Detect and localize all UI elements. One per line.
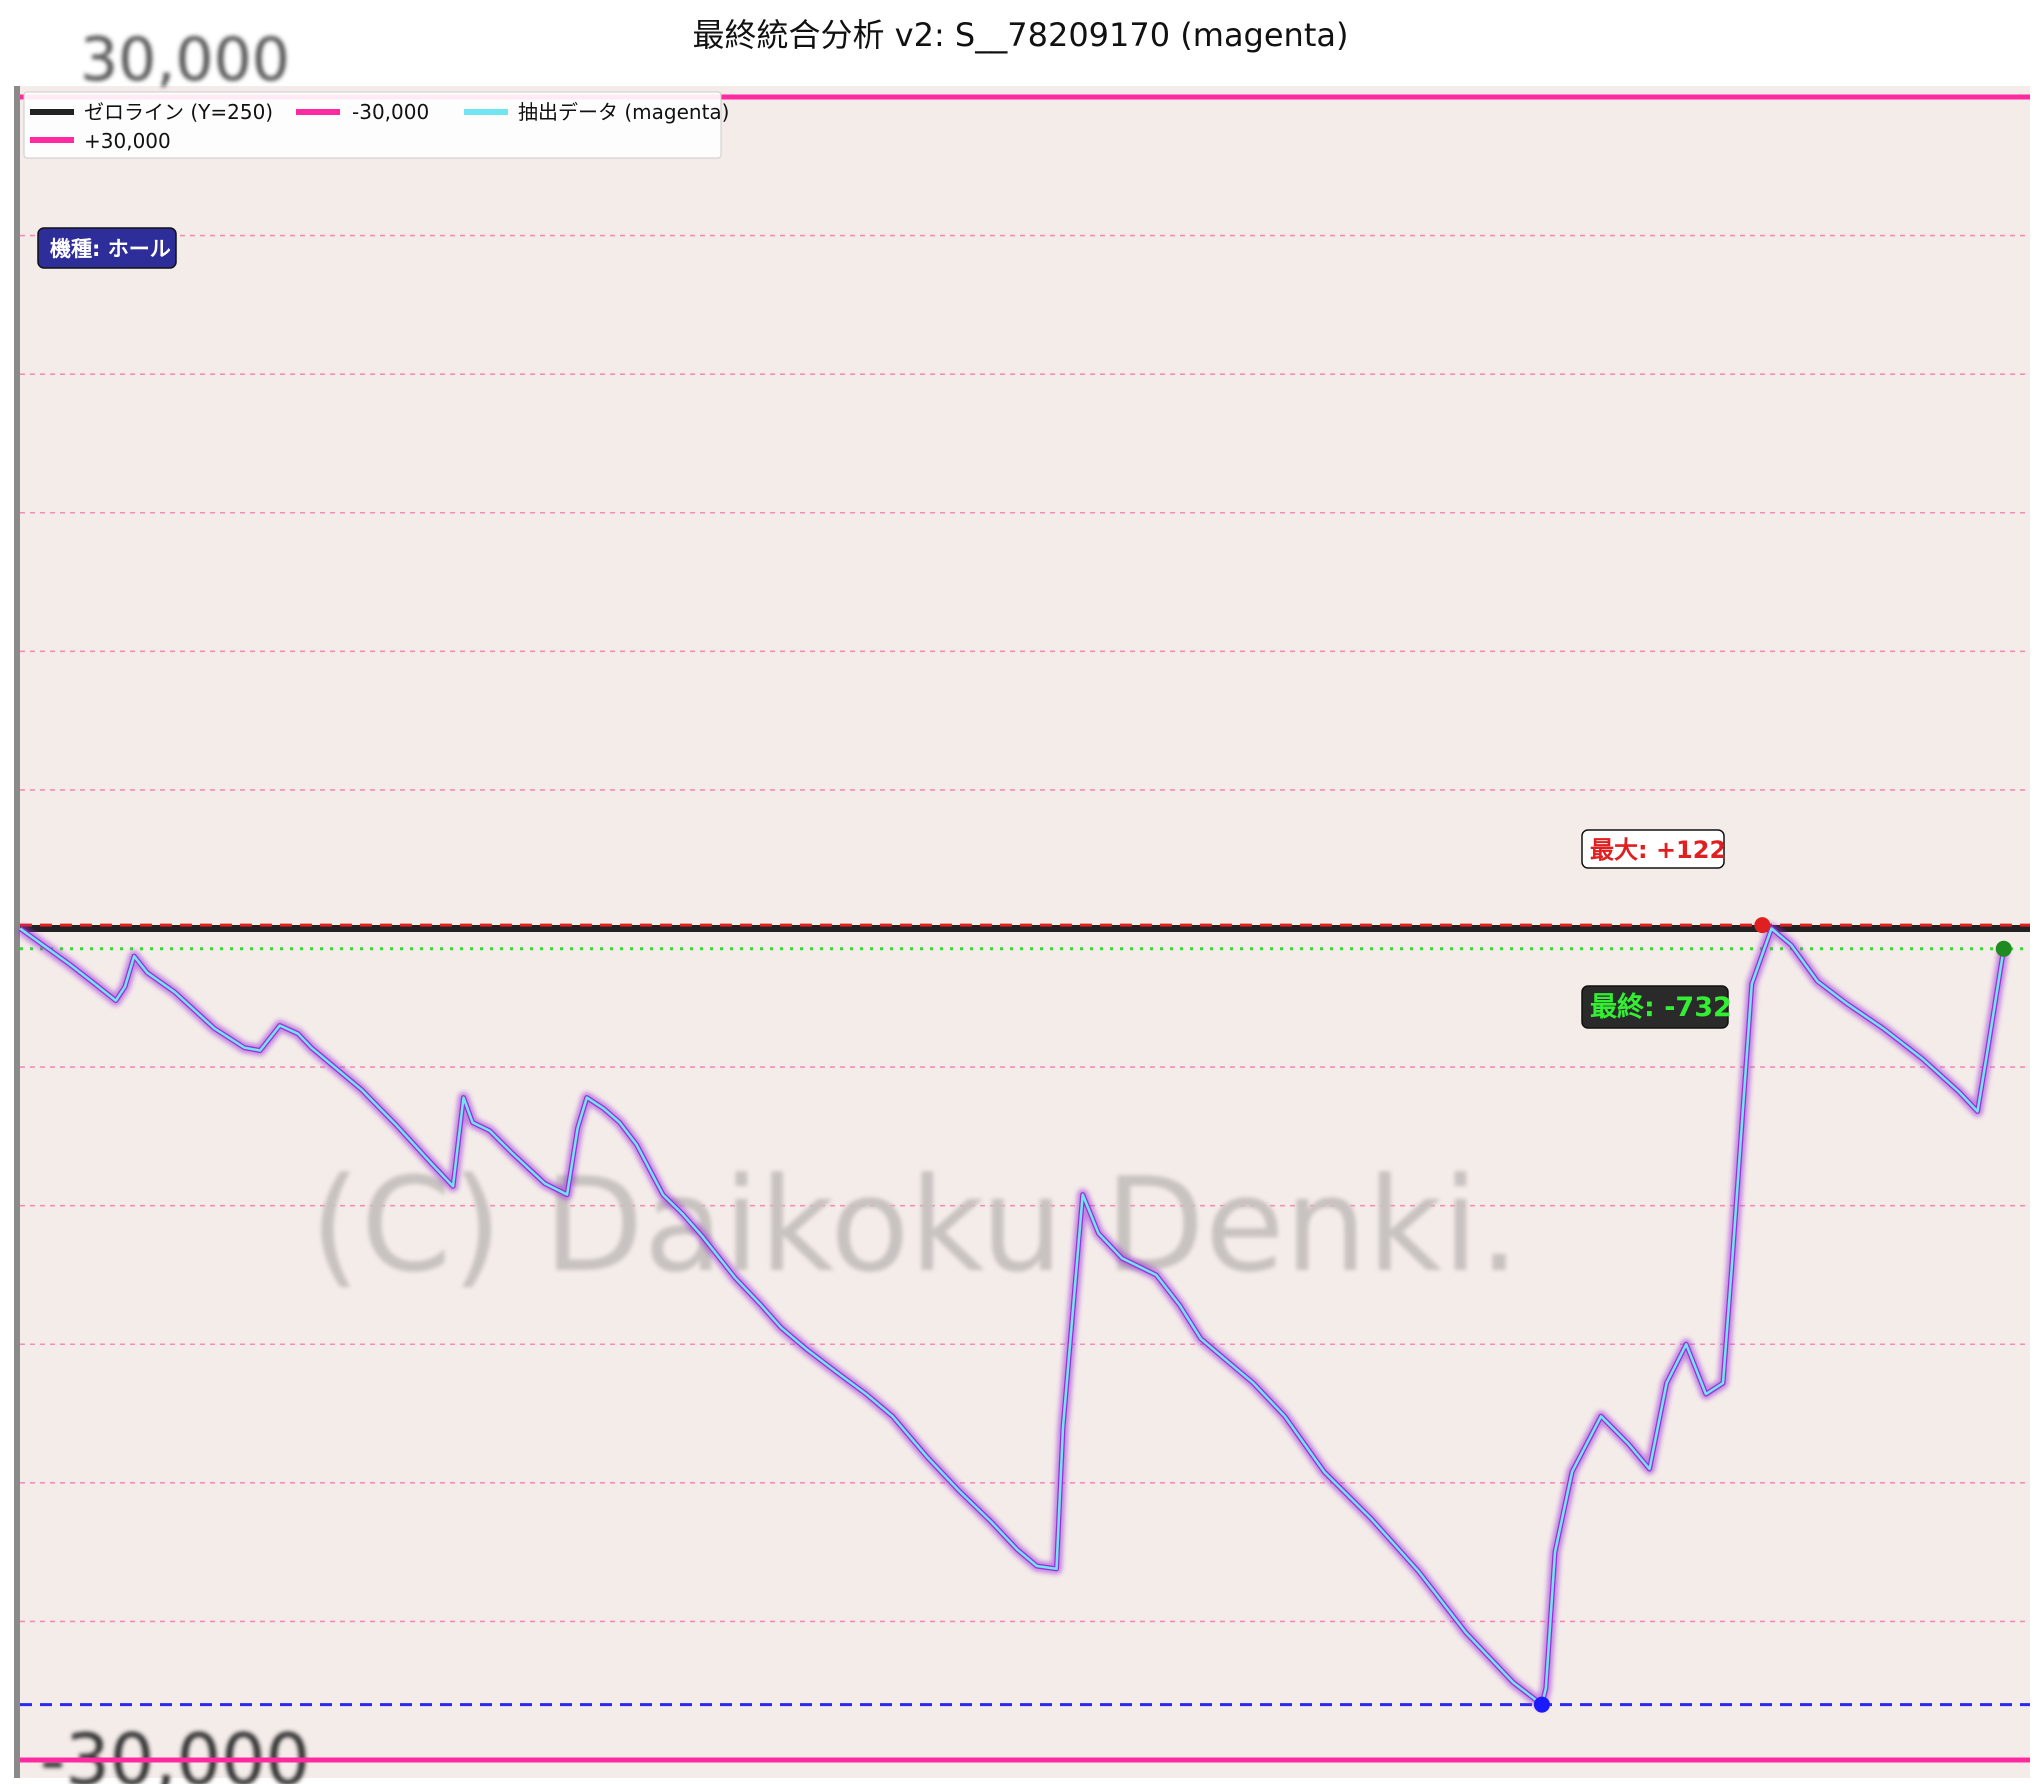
series-line (19, 927, 2005, 1706)
max-marker (1754, 917, 1771, 934)
info-badge-text: 機種: ホール (50, 237, 171, 261)
final-label-text: 最終: -732 (1590, 991, 1732, 1023)
final-label-box (1581, 985, 1729, 1029)
min-marker (1533, 1696, 1550, 1713)
max-label: 最大: +122 (1581, 829, 1726, 869)
markers-layer (1533, 917, 2012, 1713)
info-badge-box (37, 227, 177, 269)
legend-box (23, 91, 722, 159)
final-label: 最終: -732 (1581, 985, 1732, 1029)
info-badge: 機種: ホール (37, 227, 177, 269)
max-label-text: 最大: +122 (1590, 836, 1726, 864)
left-edge (14, 86, 20, 1778)
series-layer (16, 923, 2010, 1711)
legend-label-zero: ゼロライン (Y=250) (84, 100, 273, 124)
legend-label-minus: -30,000 (352, 100, 429, 124)
max-label-box (1581, 829, 1725, 869)
legend-label-plus: +30,000 (84, 129, 171, 153)
final-marker (1995, 940, 2012, 957)
grid-lines (20, 234, 2030, 1623)
legend: ゼロライン (Y=250) -30,000 抽出データ (magenta) +3… (23, 91, 729, 159)
bg-label-bottom: -30,000 (40, 1719, 310, 1784)
chart-title: 最終統合分析 v2: S__78209170 (magenta) (692, 16, 1349, 54)
watermark: (C) Daikoku Denki. (310, 1149, 1520, 1301)
bg-label-top: 30,000 (80, 25, 290, 95)
legend-label-data: 抽出データ (magenta) (518, 100, 729, 124)
